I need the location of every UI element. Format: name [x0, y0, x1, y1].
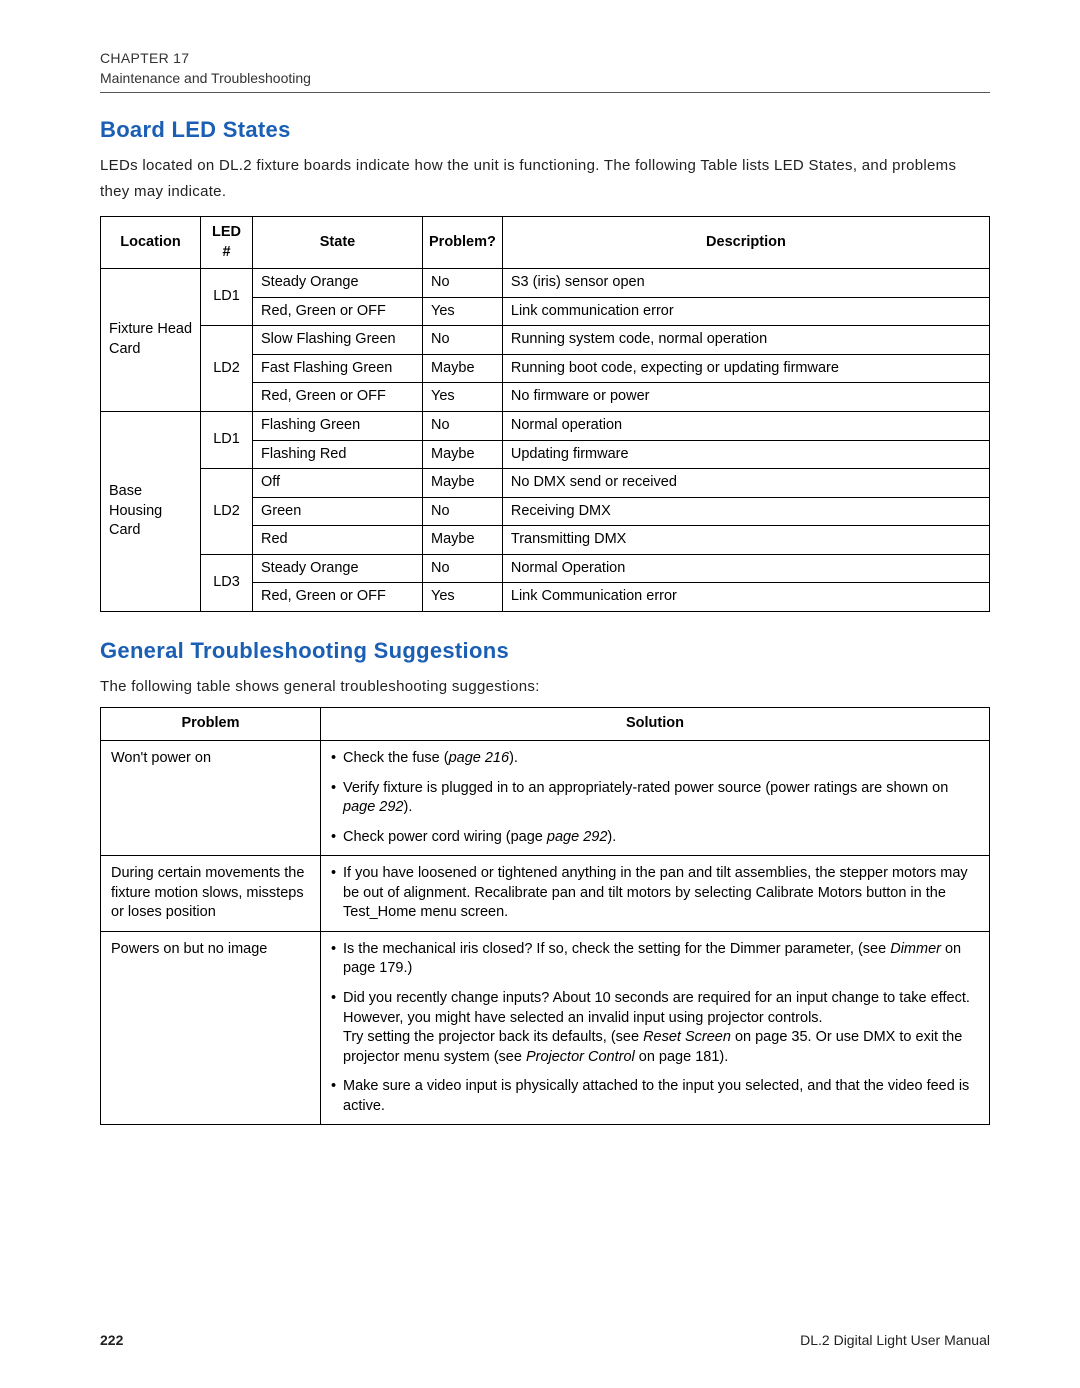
cell-state: Red, Green or OFF — [253, 583, 423, 612]
cell-problem: Powers on but no image — [101, 931, 321, 1125]
cell-problem: Won't power on — [101, 740, 321, 855]
troubleshooting-table: Problem Solution Won't power onCheck the… — [100, 707, 990, 1125]
cell-description: Transmitting DMX — [502, 526, 989, 555]
col-description: Description — [502, 217, 989, 269]
cell-problem: Maybe — [423, 526, 503, 555]
table-row: LD2Slow Flashing GreenNoRunning system c… — [101, 326, 990, 355]
cell-problem: No — [423, 497, 503, 526]
doc-title-footer: DL.2 Digital Light User Manual — [800, 1332, 990, 1348]
cell-led: LD2 — [201, 469, 253, 555]
cell-state: Off — [253, 469, 423, 498]
section1-intro: LEDs located on DL.2 fixture boards indi… — [100, 153, 990, 204]
page-header: CHAPTER 17 Maintenance and Troubleshooti… — [100, 50, 990, 93]
cell-problem: No — [423, 411, 503, 440]
section2-intro: The following table shows general troubl… — [100, 674, 990, 700]
cell-solution: If you have loosened or tightened anythi… — [321, 856, 990, 932]
section-title-led-states: Board LED States — [100, 117, 990, 143]
cell-problem: No — [423, 554, 503, 583]
cell-problem: Maybe — [423, 440, 503, 469]
chapter-subtitle: Maintenance and Troubleshooting — [100, 70, 990, 86]
cell-state: Slow Flashing Green — [253, 326, 423, 355]
col-location: Location — [101, 217, 201, 269]
table-header-row: Location LED # State Problem? Descriptio… — [101, 217, 990, 269]
cell-problem: Yes — [423, 583, 503, 612]
led-states-table: Location LED # State Problem? Descriptio… — [100, 216, 990, 612]
cell-state: Steady Orange — [253, 269, 423, 298]
header-divider — [100, 92, 990, 93]
cell-state: Flashing Red — [253, 440, 423, 469]
cell-problem: No — [423, 326, 503, 355]
table-header-row: Problem Solution — [101, 708, 990, 741]
cell-description: Link Communication error — [502, 583, 989, 612]
cell-description: Updating firmware — [502, 440, 989, 469]
cell-led: LD1 — [201, 411, 253, 468]
cell-state: Fast Flashing Green — [253, 354, 423, 383]
cell-problem: Maybe — [423, 354, 503, 383]
cell-description: Running boot code, expecting or updating… — [502, 354, 989, 383]
col-problem: Problem — [101, 708, 321, 741]
table-row: LD3Steady OrangeNoNormal Operation — [101, 554, 990, 583]
cell-state: Steady Orange — [253, 554, 423, 583]
page-number: 222 — [100, 1332, 123, 1348]
cell-description: No DMX send or received — [502, 469, 989, 498]
cell-state: Flashing Green — [253, 411, 423, 440]
cell-led: LD1 — [201, 269, 253, 326]
cell-state: Red — [253, 526, 423, 555]
cell-problem: Maybe — [423, 469, 503, 498]
cell-description: Receiving DMX — [502, 497, 989, 526]
section-title-troubleshooting: General Troubleshooting Suggestions — [100, 638, 990, 664]
cell-location: Base Housing Card — [101, 411, 201, 611]
cell-problem: Yes — [423, 383, 503, 412]
page-footer: 222 DL.2 Digital Light User Manual — [100, 1332, 990, 1348]
table-row: LD2OffMaybeNo DMX send or received — [101, 469, 990, 498]
table-row: During certain movements the fixture mot… — [101, 856, 990, 932]
cell-description: Running system code, normal operation — [502, 326, 989, 355]
cell-description: Normal operation — [502, 411, 989, 440]
cell-led: LD2 — [201, 326, 253, 412]
cell-state: Red, Green or OFF — [253, 297, 423, 326]
table-row: Base Housing CardLD1Flashing GreenNoNorm… — [101, 411, 990, 440]
cell-problem: Yes — [423, 297, 503, 326]
cell-description: Normal Operation — [502, 554, 989, 583]
col-problem: Problem? — [423, 217, 503, 269]
cell-state: Red, Green or OFF — [253, 383, 423, 412]
cell-problem: No — [423, 269, 503, 298]
cell-led: LD3 — [201, 554, 253, 611]
cell-problem: During certain movements the fixture mot… — [101, 856, 321, 932]
col-led: LED # — [201, 217, 253, 269]
table-row: Won't power onCheck the fuse (page 216).… — [101, 740, 990, 855]
cell-description: S3 (iris) sensor open — [502, 269, 989, 298]
cell-state: Green — [253, 497, 423, 526]
cell-description: Link communication error — [502, 297, 989, 326]
chapter-label: CHAPTER 17 — [100, 50, 990, 66]
cell-solution: Is the mechanical iris closed? If so, ch… — [321, 931, 990, 1125]
table-row: Powers on but no imageIs the mechanical … — [101, 931, 990, 1125]
col-solution: Solution — [321, 708, 990, 741]
cell-description: No firmware or power — [502, 383, 989, 412]
cell-solution: Check the fuse (page 216).Verify fixture… — [321, 740, 990, 855]
col-state: State — [253, 217, 423, 269]
cell-location: Fixture Head Card — [101, 269, 201, 412]
table-row: Fixture Head CardLD1Steady OrangeNoS3 (i… — [101, 269, 990, 298]
